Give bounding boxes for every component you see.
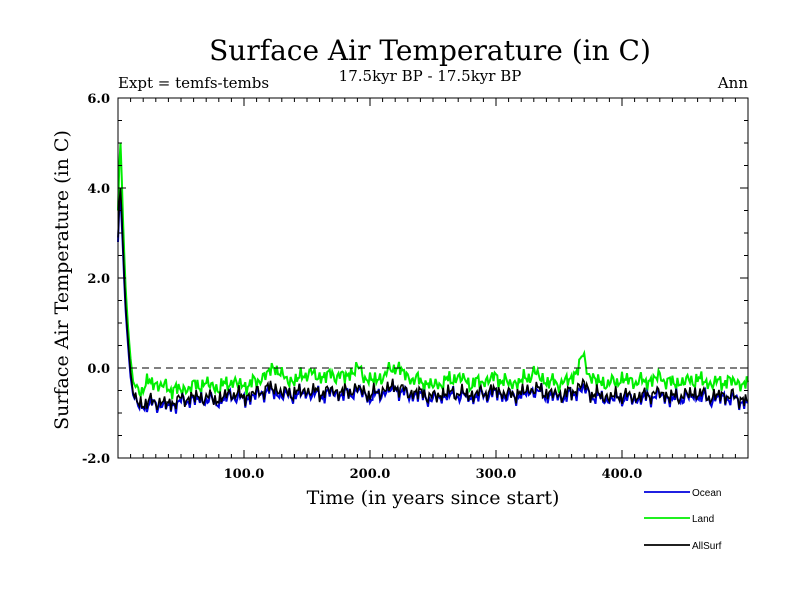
x-tick-label: 100.0 [224,467,265,482]
period-label: Ann [717,74,748,92]
y-tick-label: 6.0 [87,92,110,107]
series-line-land [117,142,749,400]
experiment-label: Expt = temfs-tembs [118,74,269,92]
y-tick-label: 2.0 [87,272,110,287]
chart-title: Surface Air Temperature (in C) [209,34,651,67]
legend-label-allsurf: AllSurf [692,541,722,552]
y-tick-label: -2.0 [82,452,110,467]
x-axis-label: Time (in years since start) [307,487,560,509]
y-tick-label: 4.0 [87,182,110,197]
x-tick-label: 200.0 [350,467,391,482]
y-axis-label: Surface Air Temperature (in C) [51,130,73,430]
legend-label-ocean: Ocean [692,488,721,499]
x-tick-label: 400.0 [602,467,643,482]
legend-label-land: Land [692,514,714,525]
chart-subtitle: 17.5kyr BP - 17.5kyr BP [339,67,522,85]
plot-frame [117,97,749,459]
y-tick-label: 0.0 [87,362,110,377]
x-tick-label: 300.0 [476,467,517,482]
series-line-allsurf [117,187,749,411]
series-line-ocean [117,196,749,414]
